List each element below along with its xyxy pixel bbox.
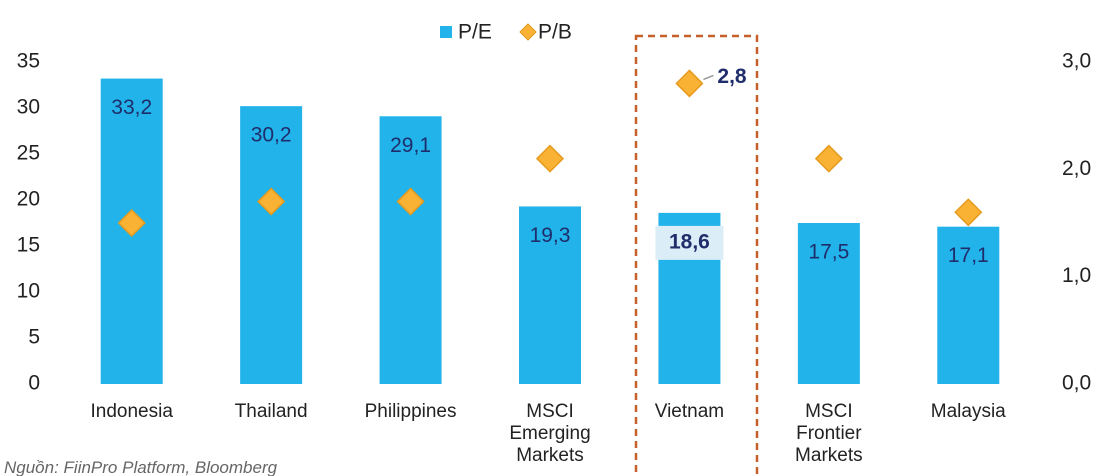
x-tick-label: Philippines	[364, 401, 457, 422]
x-tick-label: MSCI Emerging Markets	[509, 401, 591, 466]
value-label: 17,1	[948, 244, 989, 267]
x-tick-label: MSCI Frontier Markets	[795, 401, 863, 466]
value-label: 30,2	[251, 124, 292, 147]
bar	[937, 226, 1000, 384]
bar	[379, 116, 442, 384]
x-tick-label: Vietnam	[654, 401, 725, 422]
diamond	[675, 69, 704, 98]
y2-tick-label: 1,0	[1062, 264, 1091, 287]
value-label: 19,3	[530, 224, 571, 247]
x-tick-label: Thailand	[234, 401, 308, 422]
source: Nguồn: FiinPro Platform, Bloomberg	[4, 458, 278, 476]
y-tick-label: 25	[17, 142, 40, 165]
y-tick-label: 15	[17, 234, 40, 257]
legend-marker	[440, 26, 452, 38]
diamond	[535, 144, 565, 173]
legend-label: P/E	[458, 21, 492, 44]
legend-label: P/B	[538, 21, 572, 44]
diamond	[954, 198, 983, 227]
y-tick-label: 5	[28, 326, 40, 349]
y-tick-label: 10	[17, 280, 40, 303]
y2-tick-label: 3,0	[1062, 50, 1091, 73]
y2-tick-label: 0,0	[1062, 372, 1091, 395]
value-label: 17,5	[808, 241, 849, 264]
value-label: 29,1	[390, 134, 431, 157]
highlight-box	[634, 34, 759, 476]
legend-marker	[519, 23, 537, 41]
y-tick-label: 35	[17, 50, 40, 73]
y-tick-label: 20	[17, 188, 40, 211]
leader-line	[703, 74, 714, 81]
value-label: 18,6	[669, 230, 710, 253]
value-label: 2,8	[717, 65, 747, 88]
bar	[240, 106, 303, 384]
diamond	[814, 144, 843, 173]
y2-tick-label: 2,0	[1062, 157, 1091, 180]
value-label: 33,2	[111, 96, 152, 119]
label-box	[655, 225, 724, 260]
y-tick-label: 0	[28, 372, 40, 395]
diamond	[117, 208, 146, 238]
diamond	[257, 187, 286, 216]
bar	[797, 223, 860, 384]
x-tick-label: Indonesia	[90, 401, 173, 422]
bar	[519, 206, 581, 384]
x-tick-label: Malaysia	[930, 401, 1006, 422]
diamond	[396, 187, 425, 216]
y-tick-label: 30	[17, 96, 40, 119]
